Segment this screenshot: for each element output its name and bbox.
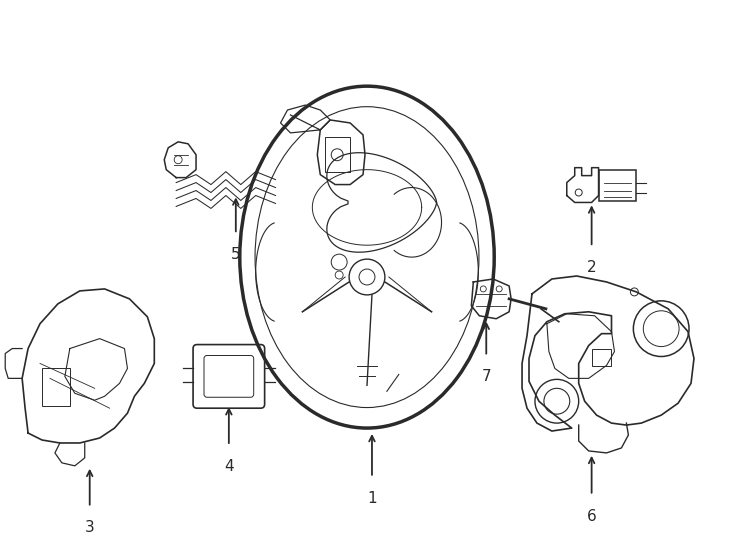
Text: 6: 6 xyxy=(586,509,597,524)
Bar xyxy=(592,348,611,367)
Bar xyxy=(325,137,350,172)
Text: 3: 3 xyxy=(85,521,95,536)
Bar xyxy=(598,170,636,201)
Text: 5: 5 xyxy=(231,247,241,262)
Bar xyxy=(42,368,70,406)
Text: 2: 2 xyxy=(586,260,597,275)
Text: 7: 7 xyxy=(482,369,491,384)
Text: 4: 4 xyxy=(224,459,233,474)
Text: 1: 1 xyxy=(367,491,377,505)
